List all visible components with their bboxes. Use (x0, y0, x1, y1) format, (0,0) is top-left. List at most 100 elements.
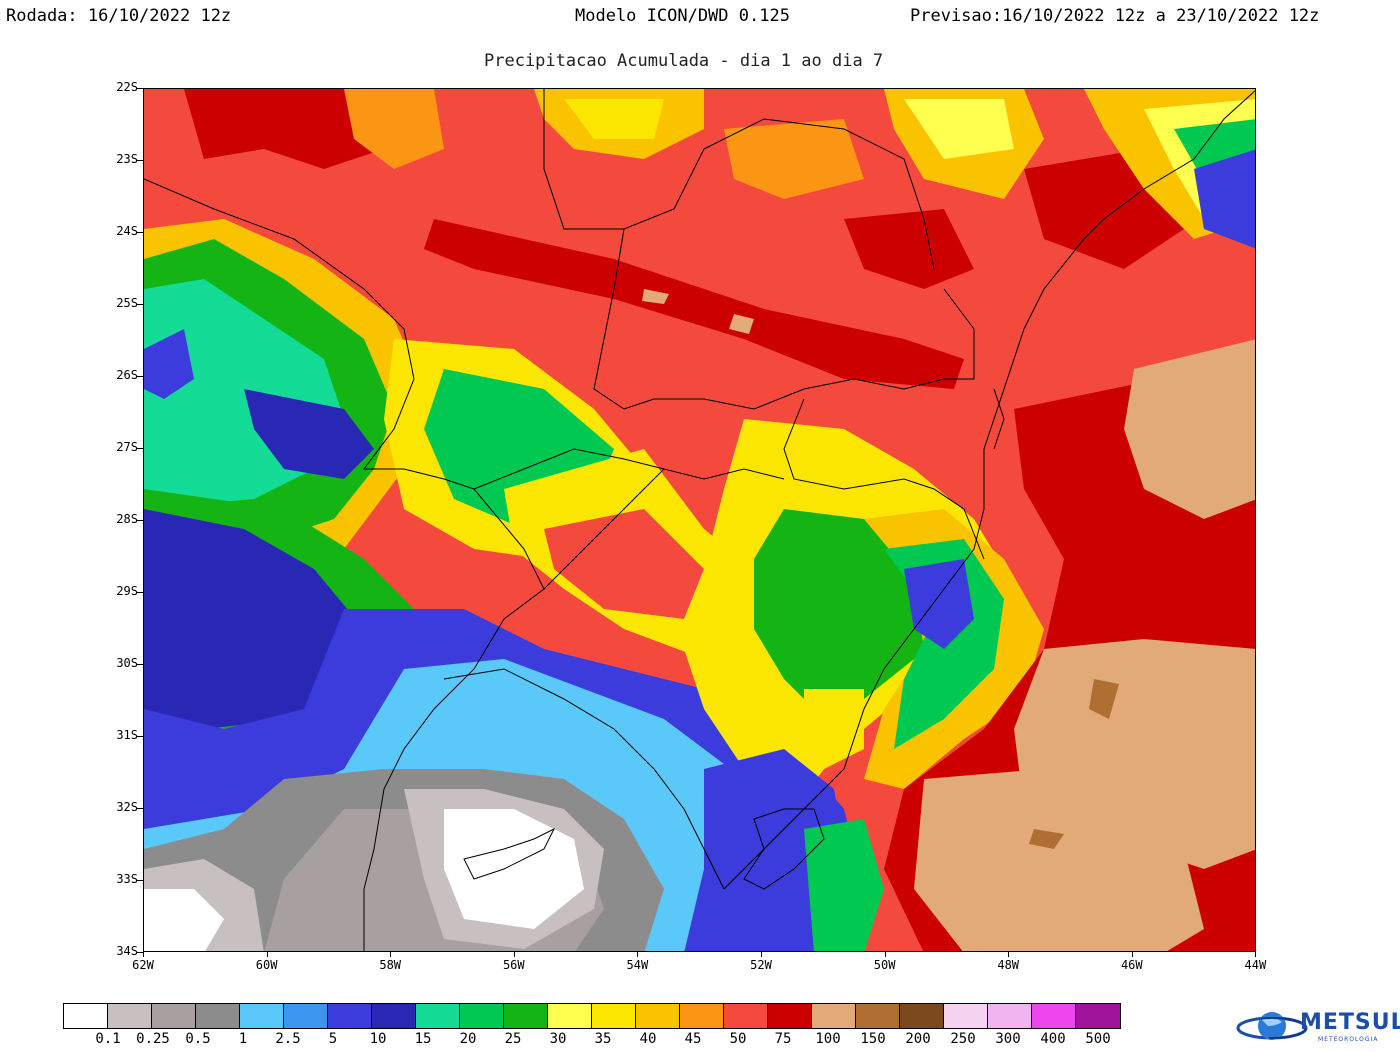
lon-tick-label: 62W (132, 958, 154, 972)
legend-value-label: 2.5 (275, 1031, 301, 1047)
lon-tick-label: 54W (626, 958, 649, 972)
legend-value-label: 150 (860, 1031, 886, 1047)
legend-value-label: 400 (1040, 1031, 1066, 1047)
legend-swatch (1032, 1004, 1076, 1028)
precipitation-map (143, 88, 1256, 952)
legend-swatch (592, 1004, 636, 1028)
lon-tick-mark (761, 952, 762, 957)
lat-tick-mark (137, 376, 143, 377)
lon-tick-mark (266, 952, 268, 957)
legend-swatch (504, 1004, 548, 1028)
legend-swatch (152, 1004, 196, 1028)
lon-tick-label: 58W (379, 958, 402, 972)
legend-swatch (768, 1004, 812, 1028)
forecast-period-label: Previsao:16/10/2022 12z a 23/10/2022 12z (910, 6, 1320, 26)
legend-value-label: 20 (459, 1031, 477, 1047)
lon-tick-mark (884, 952, 886, 957)
lat-tick-mark (137, 592, 143, 593)
lon-tick-mark (513, 952, 515, 957)
lat-tick-label: 23S (116, 152, 138, 166)
legend-swatch (548, 1004, 592, 1028)
legend-value-label: 15 (414, 1031, 432, 1047)
legend-value-label: 35 (594, 1031, 612, 1047)
lon-tick-label: 44W (1244, 958, 1267, 972)
logo-name: METSUL (1300, 1010, 1400, 1035)
legend-value-label: 0.25 (136, 1031, 170, 1047)
legend-value-label: 250 (950, 1031, 976, 1047)
legend-swatch (64, 1004, 108, 1028)
legend-swatch (1076, 1004, 1120, 1028)
legend-swatch (328, 1004, 372, 1028)
legend-value-label: 300 (995, 1031, 1021, 1047)
run-time-label: Rodada: 16/10/2022 12z (6, 6, 232, 26)
legend-value-label: 45 (684, 1031, 702, 1047)
legend-value-label: 75 (774, 1031, 792, 1047)
map-subtitle: Precipitacao Acumulada - dia 1 ao dia 7 (484, 51, 884, 71)
lon-tick-label: 60W (255, 958, 278, 972)
lon-tick-label: 56W (502, 958, 525, 972)
lat-tick-label: 31S (116, 728, 138, 742)
legend-swatch (900, 1004, 944, 1028)
legend-value-label: 200 (905, 1031, 931, 1047)
legend-swatch (988, 1004, 1032, 1028)
legend-swatch (856, 1004, 900, 1028)
legend-value-label: 0.5 (185, 1031, 211, 1047)
legend-swatch (372, 1004, 416, 1028)
legend-value-label: 10 (369, 1031, 387, 1047)
lat-tick-mark (137, 232, 143, 233)
lon-tick-mark (1131, 952, 1133, 957)
lat-tick-mark (137, 880, 143, 881)
legend-swatch (108, 1004, 152, 1028)
legend-swatch (724, 1004, 768, 1028)
lat-tick-label: 26S (116, 368, 138, 382)
legend-value-label: 100 (815, 1031, 841, 1047)
precipitation-field (144, 89, 1255, 951)
legend-swatch (460, 1004, 504, 1028)
legend-value-label: 30 (549, 1031, 567, 1047)
legend-value-label: 25 (504, 1031, 522, 1047)
lat-tick-mark (137, 520, 143, 521)
model-name-label: Modelo ICON/DWD 0.125 (575, 6, 790, 26)
legend-swatch (636, 1004, 680, 1028)
lat-tick-label: 22S (116, 80, 138, 94)
lat-tick-mark (137, 160, 143, 161)
lat-tick-mark (137, 304, 143, 305)
legend-value-label: 500 (1085, 1031, 1111, 1047)
legend-value-label: 5 (328, 1031, 338, 1047)
lon-tick-mark (143, 952, 144, 957)
lat-tick-label: 25S (116, 296, 138, 310)
lat-tick-label: 33S (116, 872, 138, 886)
lat-tick-mark (137, 952, 143, 953)
lat-tick-mark (137, 736, 143, 737)
lat-tick-mark (137, 664, 143, 665)
lat-tick-mark (137, 448, 143, 449)
globe-icon (1236, 1012, 1308, 1040)
legend-swatch (680, 1004, 724, 1028)
lon-tick-mark (637, 952, 639, 957)
lon-tick-label: 50W (873, 958, 896, 972)
logo-subtitle: METEOROLOGIA (1318, 1036, 1379, 1043)
legend-value-label: 50 (729, 1031, 747, 1047)
legend-swatch (284, 1004, 328, 1028)
legend-swatch (944, 1004, 988, 1028)
lat-tick-mark (137, 808, 143, 809)
legend-value-label: 40 (639, 1031, 657, 1047)
lat-tick-label: 30S (116, 656, 138, 670)
lat-tick-label: 29S (116, 584, 138, 598)
legend-swatch (196, 1004, 240, 1028)
lat-tick-mark (137, 88, 143, 89)
lon-tick-label: 52W (750, 958, 772, 972)
lon-tick-mark (1008, 952, 1010, 957)
lon-tick-label: 46W (1120, 958, 1143, 972)
legend-swatch (812, 1004, 856, 1028)
lon-tick-mark (390, 952, 392, 957)
legend-value-label: 0.1 (95, 1031, 121, 1047)
lat-tick-label: 32S (116, 800, 138, 814)
lon-tick-label: 48W (997, 958, 1020, 972)
legend-value-label: 1 (238, 1031, 248, 1047)
precipitation-legend (63, 1003, 1121, 1029)
lat-tick-label: 28S (116, 512, 138, 526)
legend-swatch (416, 1004, 460, 1028)
lat-tick-label: 34S (116, 944, 138, 958)
lon-tick-mark (1255, 952, 1257, 957)
